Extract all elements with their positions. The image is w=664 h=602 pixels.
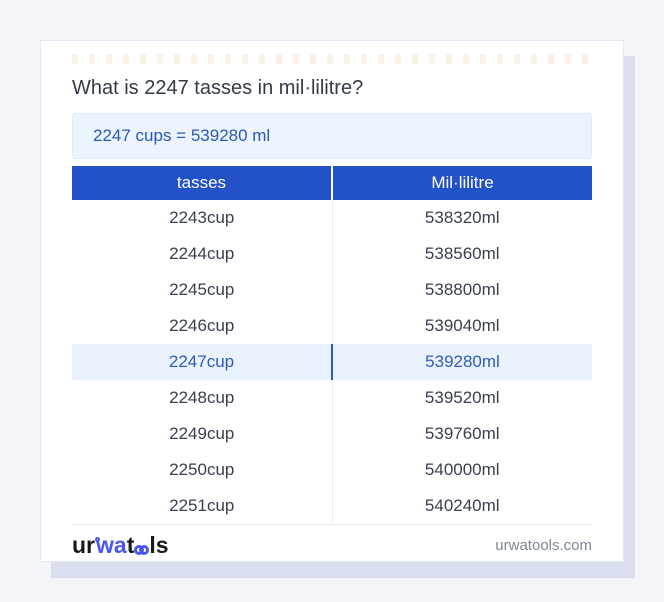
- table-row[interactable]: 2243cup 538320ml: [72, 200, 592, 236]
- table-row[interactable]: 2244cup 538560ml: [72, 236, 592, 272]
- logo-text-wa: wa: [96, 532, 127, 558]
- conversion-result-box: 2247 cups = 539280 ml: [72, 113, 592, 159]
- degree-icon: [95, 537, 100, 542]
- table-row[interactable]: 2247cup 539280ml: [72, 344, 592, 380]
- ml-value: 538800ml: [424, 280, 500, 299]
- cup-value: 2251cup: [72, 488, 333, 524]
- cup-value: 2248cup: [72, 380, 333, 416]
- logo-text-ur: ur: [72, 532, 95, 558]
- decorative-dashes: [72, 54, 592, 64]
- ml-value: 539280ml: [425, 352, 500, 371]
- ml-value: 539760ml: [424, 424, 500, 443]
- cup-value: 2246cup: [72, 308, 333, 344]
- conversion-result-text: 2247 cups = 539280 ml: [93, 126, 271, 145]
- logo-text-t: t: [126, 532, 135, 558]
- table-body: 2243cup 538320ml 2244cup 538560ml 2245cu…: [72, 200, 592, 525]
- table-row[interactable]: 2248cup 539520ml: [72, 380, 592, 416]
- ml-value: 540240ml: [424, 496, 500, 515]
- ml-value: 538320ml: [424, 208, 500, 227]
- cup-value: 2247cup: [72, 344, 333, 380]
- table-row[interactable]: 2249cup 539760ml: [72, 416, 592, 452]
- ml-value: 539520ml: [424, 388, 500, 407]
- cup-value: 2245cup: [72, 272, 333, 308]
- cup-value: 2243cup: [72, 200, 333, 236]
- cup-value: 2250cup: [72, 452, 333, 488]
- ml-value: 538560ml: [424, 244, 500, 263]
- ml-value: 540000ml: [424, 460, 500, 479]
- table-header-tasses: tasses: [72, 166, 333, 200]
- logo-text-ls: ls: [149, 532, 169, 558]
- table-header-row: tasses Mil·lilitre: [72, 166, 592, 200]
- table-header-millilitre: Mil·lilitre: [431, 173, 494, 192]
- converter-card: What is 2247 tasses in mil·lilitre? 2247…: [40, 40, 624, 562]
- cup-value: 2244cup: [72, 236, 333, 272]
- urwatools-logo[interactable]: urwat ls: [72, 534, 169, 557]
- site-domain: urwatools.com: [495, 537, 592, 554]
- table-row[interactable]: 2246cup 539040ml: [72, 308, 592, 344]
- card-footer: urwat ls urwatools.com: [72, 525, 592, 566]
- table-row[interactable]: 2250cup 540000ml: [72, 452, 592, 488]
- page-title: What is 2247 tasses in mil·lilitre?: [72, 77, 364, 99]
- table-row[interactable]: 2251cup 540240ml: [72, 488, 592, 524]
- ml-value: 539040ml: [424, 316, 500, 335]
- conversion-table: tasses Mil·lilitre 2243cup 538320ml 2244…: [72, 166, 592, 525]
- cup-value: 2249cup: [72, 416, 333, 452]
- interlocked-oo-icon: [134, 534, 150, 557]
- table-row[interactable]: 2245cup 538800ml: [72, 272, 592, 308]
